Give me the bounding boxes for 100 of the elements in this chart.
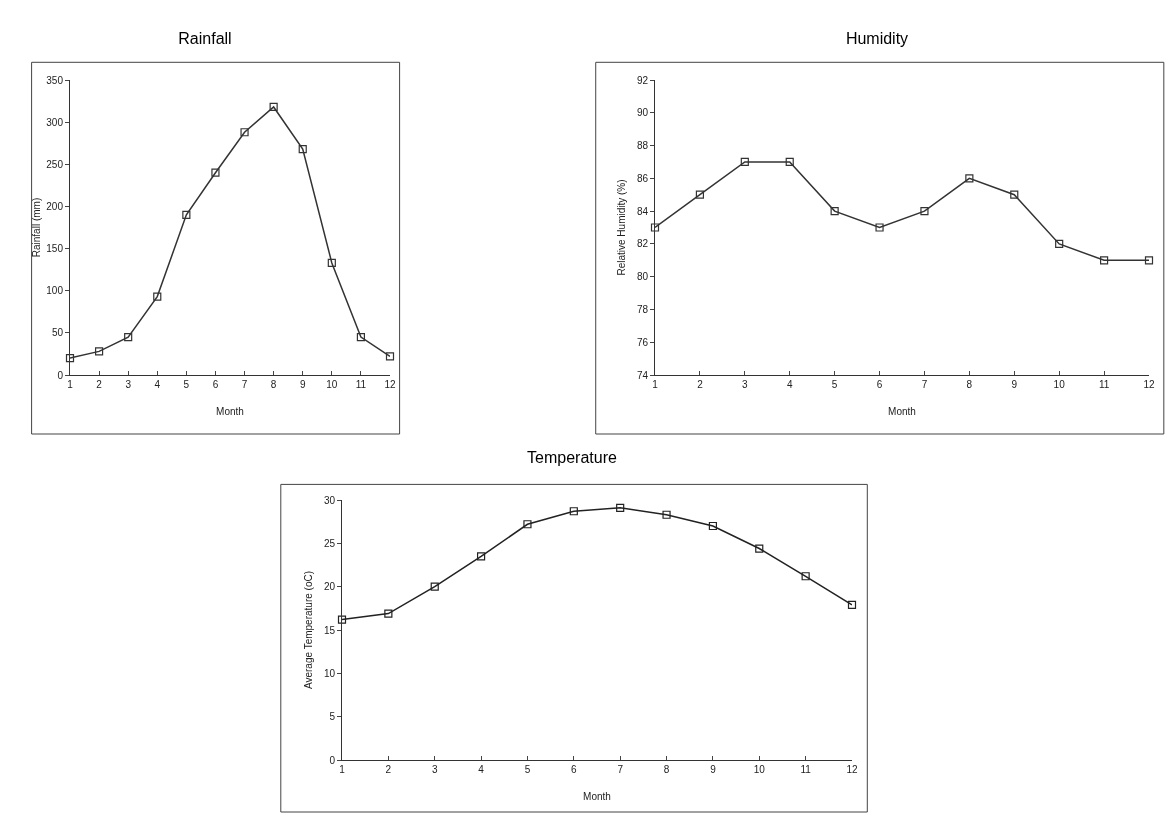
y-tick-label: 0 <box>57 369 64 381</box>
y-tick-label: 82 <box>636 238 649 250</box>
y-tick-label: 350 <box>46 74 64 86</box>
point <box>569 507 578 516</box>
y-tick-label: 150 <box>46 243 64 255</box>
x-axis-title: Month <box>583 791 611 802</box>
x-tick-label: 6 <box>571 764 578 775</box>
point <box>94 347 104 356</box>
x-tick-label: 8 <box>270 379 277 390</box>
point <box>182 210 191 219</box>
x-tick-label: 9 <box>710 764 717 775</box>
point <box>269 102 278 112</box>
point <box>124 332 133 342</box>
y-tick-label: 300 <box>46 116 64 128</box>
point <box>650 223 660 232</box>
x-tick-label: 3 <box>742 379 749 390</box>
point <box>755 544 764 553</box>
x-tick-label: 11 <box>800 764 812 775</box>
y-tick-label: 200 <box>46 200 64 212</box>
point <box>153 292 162 301</box>
y-tick-label: 250 <box>46 158 64 170</box>
y-tick-label: 84 <box>636 205 649 217</box>
point <box>1055 239 1064 248</box>
point <box>327 258 336 267</box>
point <box>695 190 705 199</box>
x-tick-label: 6 <box>876 379 883 390</box>
point <box>708 521 718 531</box>
y-tick-label: 15 <box>323 624 336 636</box>
y-tick-label: 74 <box>636 369 649 381</box>
point <box>430 582 439 591</box>
y-tick-label: 50 <box>51 327 64 339</box>
y-tick-label: 20 <box>323 581 336 593</box>
x-tick-label: 4 <box>154 379 161 390</box>
y-tick-label: 80 <box>636 271 649 283</box>
y-tick-label: 88 <box>636 140 649 152</box>
x-tick-label: 9 <box>1011 379 1018 390</box>
y-axis-title: Relative Humidity (%) <box>616 179 627 276</box>
point <box>523 520 532 529</box>
x-tick-label: 1 <box>652 379 659 390</box>
x-tick-label: 10 <box>753 764 766 775</box>
y-tick-label: 90 <box>636 107 649 119</box>
x-tick-label: 9 <box>299 379 306 390</box>
x-axis-title: Month <box>888 406 916 417</box>
y-tick-label: 100 <box>46 285 64 297</box>
chart-title: Humidity <box>845 29 909 47</box>
y-tick-label: 0 <box>329 754 336 766</box>
y-axis-title: Rainfall (mm) <box>31 197 42 258</box>
x-tick-label: 2 <box>96 379 103 390</box>
point <box>920 207 929 216</box>
point <box>1144 256 1154 265</box>
x-tick-label: 5 <box>524 764 531 775</box>
point <box>847 600 857 609</box>
x-tick-label: 5 <box>183 379 190 390</box>
x-tick-label: 2 <box>697 379 704 390</box>
point <box>785 157 794 167</box>
y-tick-label: 76 <box>636 336 649 348</box>
x-tick-label: 1 <box>339 764 346 775</box>
y-tick-label: 10 <box>323 667 336 679</box>
x-tick-label: 5 <box>831 379 838 390</box>
point <box>240 128 249 137</box>
point <box>616 503 625 512</box>
point <box>875 223 884 232</box>
point <box>965 174 974 183</box>
x-tick-label: 10 <box>1053 379 1066 390</box>
point <box>385 352 395 361</box>
x-tick-label: 3 <box>125 379 132 390</box>
x-tick-label: 2 <box>385 764 392 775</box>
y-tick-label: 78 <box>636 303 649 315</box>
x-tick-label: 11 <box>1098 379 1110 390</box>
x-axis-title: Month <box>216 406 244 417</box>
x-tick-label: 12 <box>1143 379 1155 390</box>
y-tick-label: 86 <box>636 172 649 184</box>
x-tick-label: 7 <box>921 379 928 390</box>
point <box>1099 256 1109 265</box>
point <box>65 354 75 363</box>
point <box>337 615 347 624</box>
point <box>662 510 671 519</box>
point <box>830 207 839 216</box>
x-tick-label: 8 <box>663 764 670 775</box>
x-tick-label: 4 <box>786 379 793 390</box>
y-tick-label: 30 <box>323 494 336 506</box>
x-tick-label: 12 <box>846 764 858 775</box>
y-tick-label: 25 <box>323 537 336 549</box>
x-tick-label: 3 <box>431 764 438 775</box>
y-tick-label: 5 <box>329 711 336 723</box>
point <box>801 572 810 581</box>
x-tick-label: 11 <box>355 379 367 390</box>
point <box>298 145 307 154</box>
x-tick-label: 6 <box>212 379 219 390</box>
x-tick-label: 4 <box>478 764 485 775</box>
x-tick-label: 12 <box>384 379 396 390</box>
point <box>384 609 393 618</box>
point <box>211 168 220 177</box>
chart-title: Rainfall <box>178 29 232 47</box>
y-tick-label: 92 <box>636 74 649 86</box>
point <box>1010 190 1019 199</box>
y-axis-title: Average Temperature (oC) <box>303 570 314 690</box>
chart-title: Temperature <box>527 448 618 466</box>
x-tick-label: 1 <box>67 379 74 390</box>
point <box>476 552 486 561</box>
